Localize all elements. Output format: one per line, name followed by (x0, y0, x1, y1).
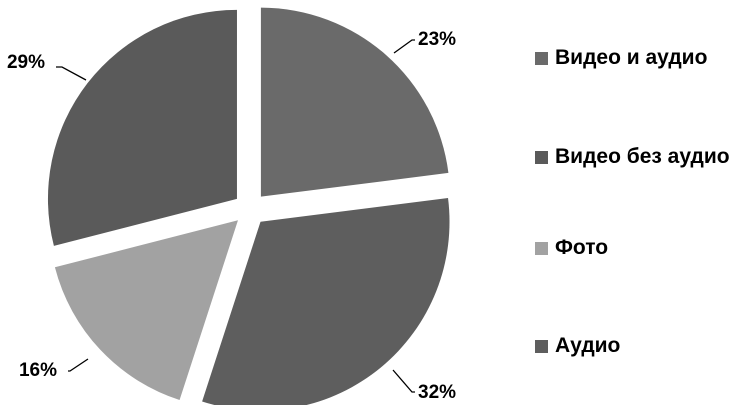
legend-item-photo: Фото (535, 236, 608, 260)
data-label: 23% (418, 29, 456, 50)
legend-item-video-no-audio: Видео без аудио (535, 145, 730, 169)
legend-swatch (535, 51, 548, 65)
legend-swatch (535, 241, 548, 255)
leader-line (393, 39, 415, 54)
legend-label: Фото (555, 236, 609, 259)
leader-line (392, 369, 415, 393)
data-label: 32% (418, 382, 456, 403)
legend-swatch (535, 150, 548, 164)
legend-item-video-audio: Видео и аудио (535, 46, 707, 70)
data-label: 16% (19, 360, 57, 381)
legend-swatch (535, 339, 548, 353)
data-labels: 23% 32% 16% 29% (7, 29, 456, 403)
pie-slice (47, 9, 237, 246)
legend-label: Видео и аудио (555, 46, 708, 69)
leader-lines (56, 39, 415, 393)
legend-label: Аудио (555, 334, 621, 357)
pie-slice (54, 220, 238, 401)
pie-slice (260, 7, 449, 197)
data-label: 29% (7, 52, 45, 73)
leader-line (56, 66, 87, 81)
legend-label: Видео без аудио (555, 145, 730, 168)
pie-slice (202, 198, 450, 405)
leader-line (68, 358, 89, 372)
pie-slices (47, 7, 450, 405)
legend-item-audio: Аудио (535, 334, 620, 358)
